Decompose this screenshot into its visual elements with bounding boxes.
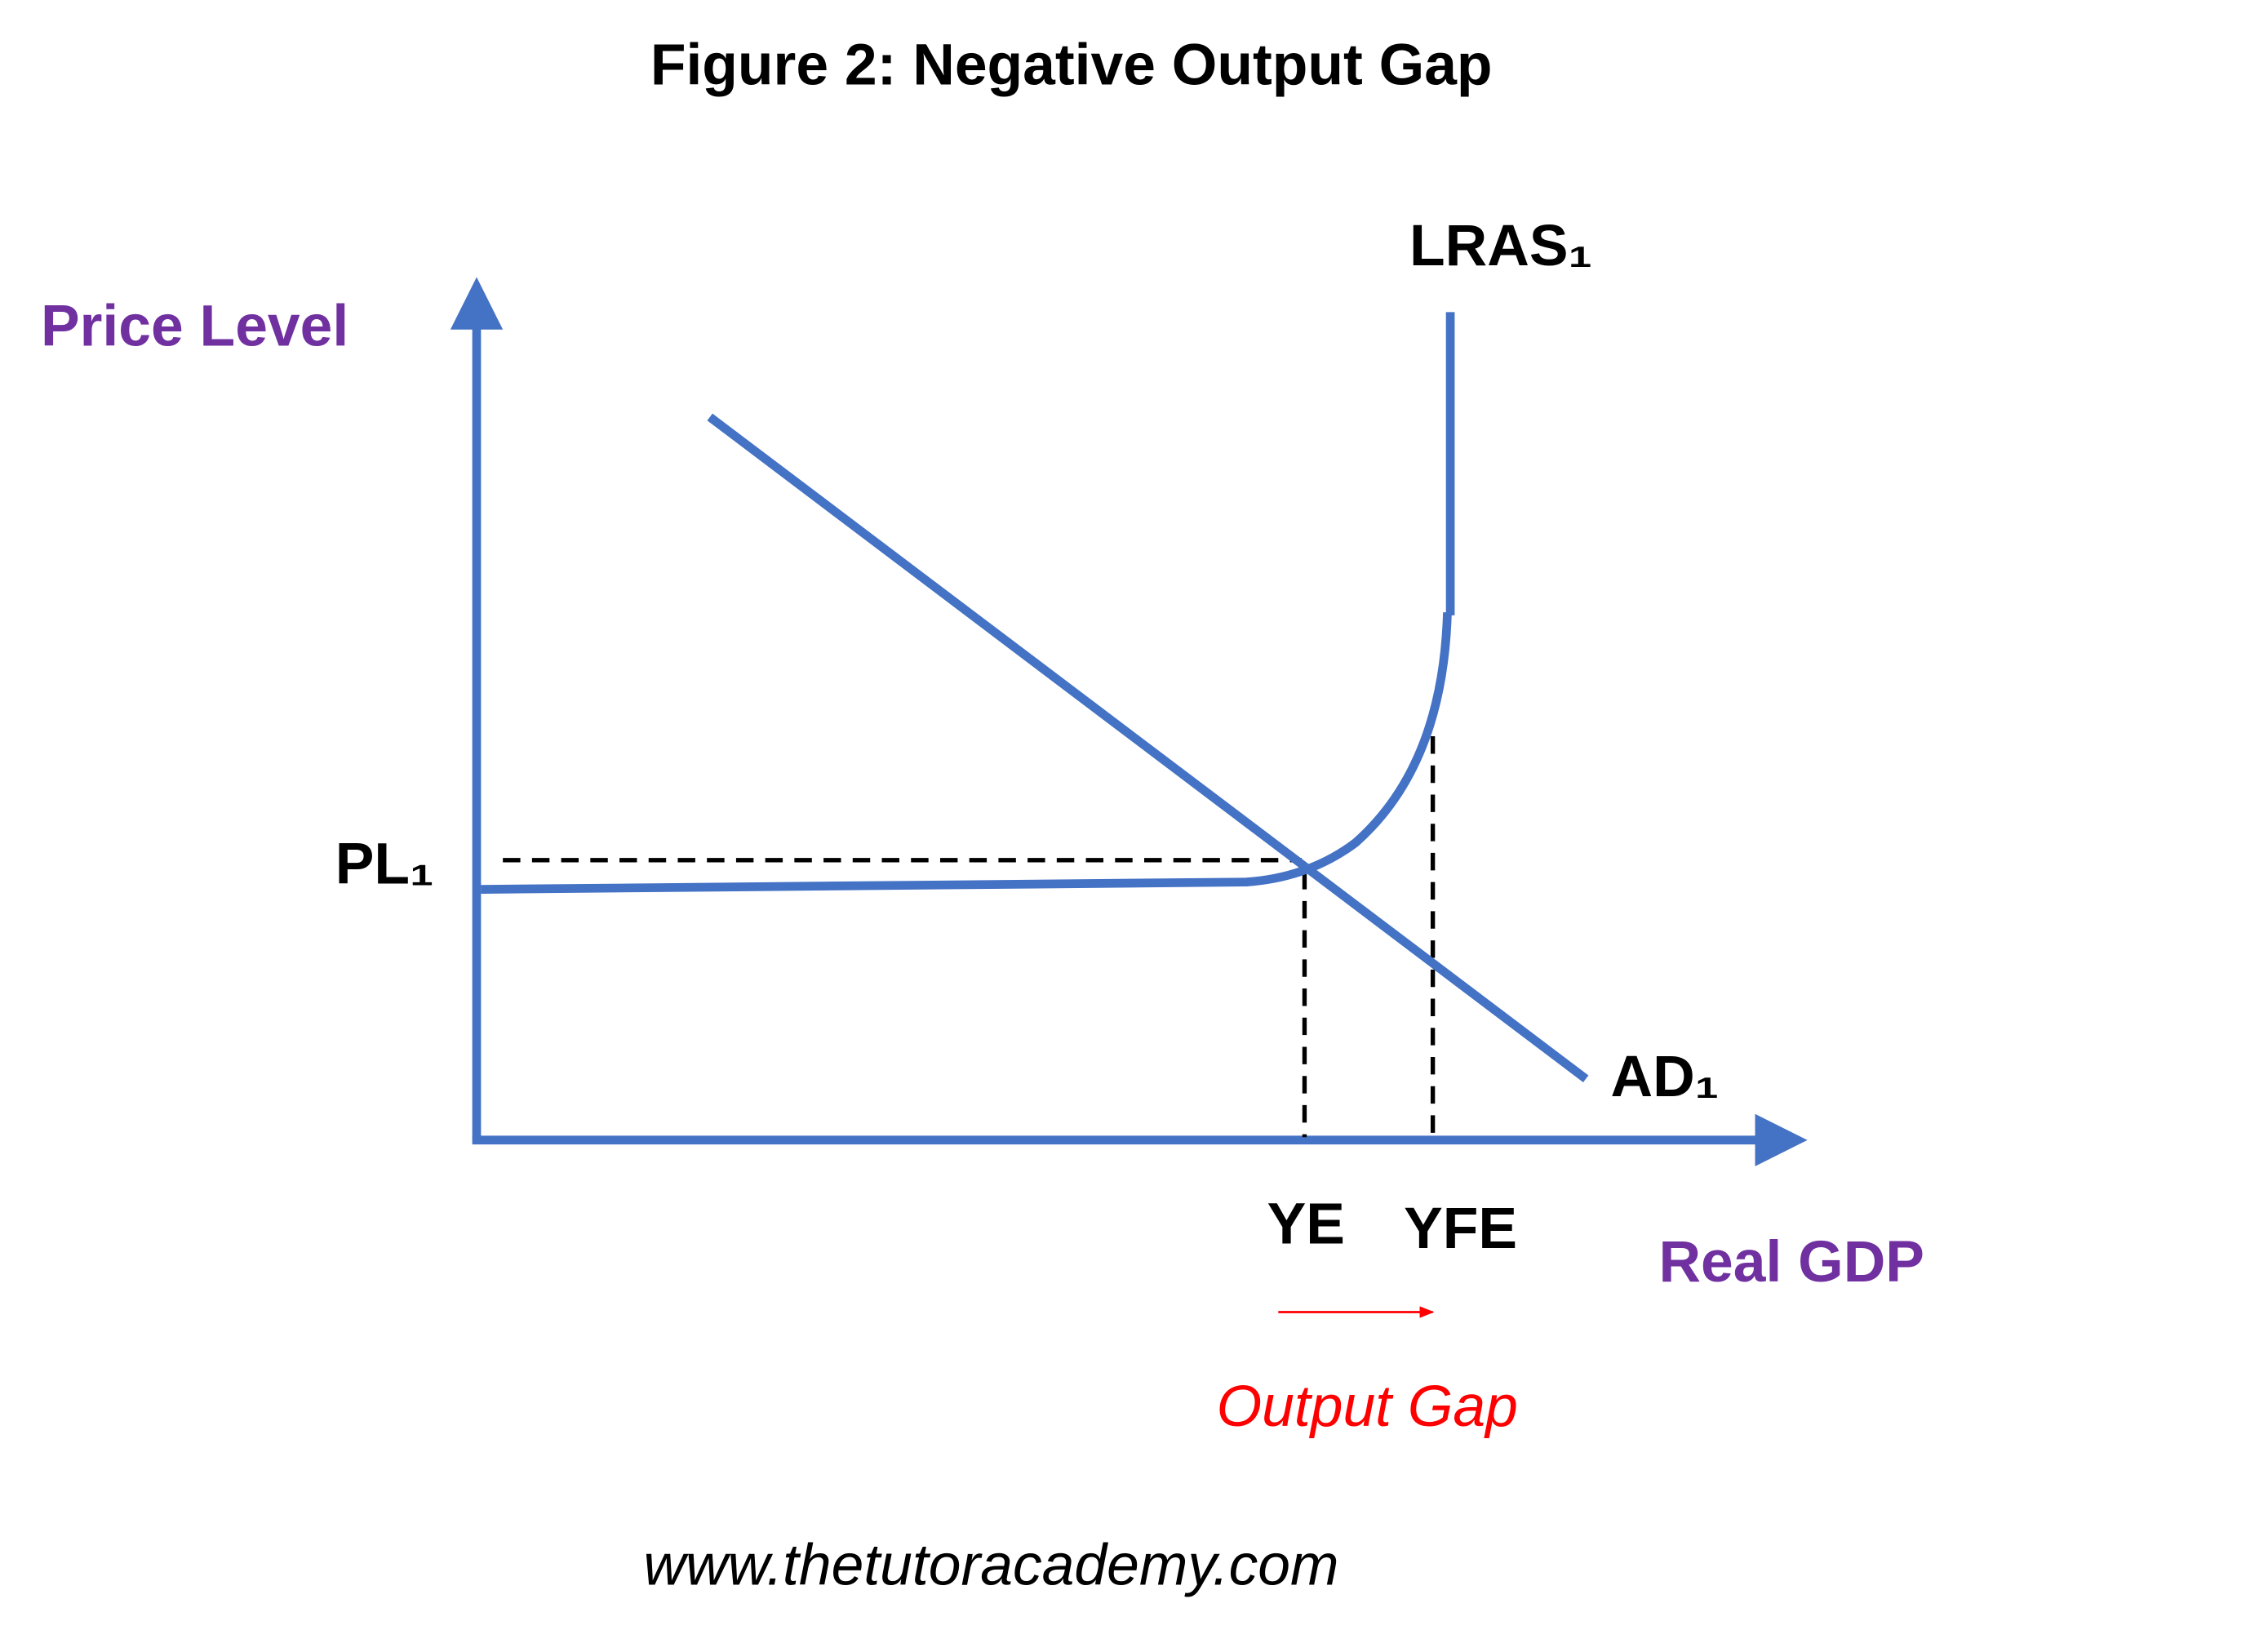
footer: www.thetutoracademy.com xyxy=(643,1533,1338,1598)
title: Figure 2: Negative Output Gap xyxy=(650,33,1493,98)
as-curve xyxy=(481,612,1452,894)
price-level-label: PL₁ xyxy=(335,831,434,896)
gap-label: Output Gap xyxy=(1217,1374,1518,1439)
x-axis-label: Real GDP xyxy=(1658,1229,1924,1295)
yfe-label: YFE xyxy=(1404,1196,1517,1261)
ye-label: YE xyxy=(1267,1192,1345,1257)
ad-label: AD₁ xyxy=(1611,1044,1720,1109)
y-axis-label: Price Level xyxy=(41,293,348,358)
ad-curve xyxy=(707,413,1589,1083)
lras-label: LRAS₁ xyxy=(1409,213,1592,278)
